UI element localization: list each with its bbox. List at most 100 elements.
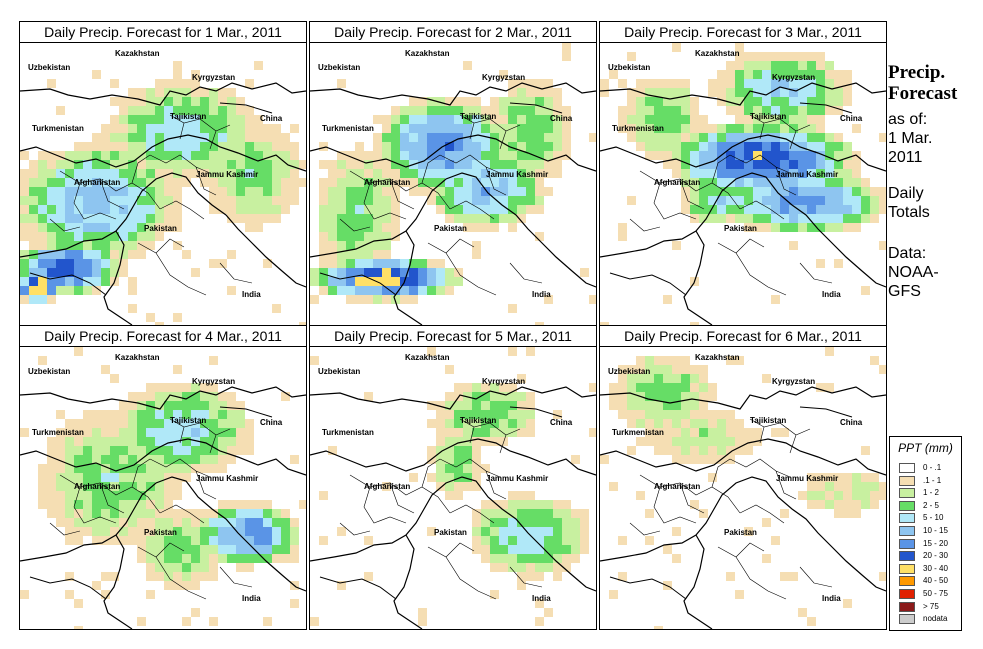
precip-cell — [146, 106, 155, 115]
precip-cell — [526, 401, 535, 410]
precip-cell — [200, 572, 209, 581]
precip-cell — [119, 259, 128, 268]
precip-cell — [128, 464, 137, 473]
precip-cell — [663, 392, 672, 401]
precip-cell — [182, 581, 191, 590]
precip-cell — [535, 196, 544, 205]
precip-cell — [391, 106, 400, 115]
precip-cell — [562, 142, 571, 151]
precip-cell — [29, 205, 38, 214]
precip-cell — [209, 169, 218, 178]
precip-cell — [807, 124, 816, 133]
admin-borders — [339, 114, 543, 296]
precip-cell — [364, 178, 373, 187]
precip-cell — [762, 52, 771, 61]
precip-cell — [101, 196, 110, 205]
precip-cell — [182, 419, 191, 428]
precip-cell — [290, 196, 299, 205]
precip-cell — [74, 482, 83, 491]
precip-cell — [164, 509, 173, 518]
precip-cell — [490, 115, 499, 124]
precip-cell — [218, 500, 227, 509]
precip-cell — [454, 401, 463, 410]
precip-cell — [735, 178, 744, 187]
precip-cell — [173, 482, 182, 491]
precip-cell — [355, 151, 364, 160]
precip-cell — [762, 178, 771, 187]
precip-cell — [481, 142, 490, 151]
precip-cell — [83, 169, 92, 178]
precip-cell — [227, 446, 236, 455]
precip-cell — [816, 133, 825, 142]
precip-cell — [254, 205, 263, 214]
precip-cell — [137, 473, 146, 482]
precip-cell — [472, 223, 481, 232]
precip-cell — [717, 169, 726, 178]
precip-cell — [364, 277, 373, 286]
precip-cell — [155, 527, 164, 536]
precip-cell — [74, 277, 83, 286]
precip-cell — [364, 187, 373, 196]
precip-cell — [373, 214, 382, 223]
precip-cell — [427, 178, 436, 187]
precip-cell — [119, 205, 128, 214]
precip-cell — [173, 563, 182, 572]
precip-cell — [92, 500, 101, 509]
precip-cell — [101, 482, 110, 491]
precip-cell — [254, 554, 263, 563]
precip-cell — [699, 392, 708, 401]
precip-map: Kazakhstan Uzbekistan Kyrgyzstan Tajikis… — [600, 43, 886, 325]
precip-cell — [663, 106, 672, 115]
precip-cell — [65, 187, 74, 196]
precip-cell — [852, 491, 861, 500]
country-borders — [20, 386, 306, 629]
precip-cell — [852, 214, 861, 223]
precip-cell — [681, 205, 690, 214]
precip-cell — [526, 88, 535, 97]
precip-cell — [879, 205, 886, 214]
precip-cell — [544, 518, 553, 527]
precip-cell — [418, 115, 427, 124]
precip-cell — [182, 133, 191, 142]
precip-cell — [382, 214, 391, 223]
precip-cell — [771, 151, 780, 160]
precip-cell — [20, 590, 29, 599]
precip-cell — [146, 88, 155, 97]
country-borders — [600, 386, 886, 629]
precip-cell — [92, 428, 101, 437]
precip-cell — [699, 419, 708, 428]
precip-cell — [92, 410, 101, 419]
precip-cell — [526, 133, 535, 142]
precip-cell — [481, 437, 490, 446]
precip-cell — [391, 160, 400, 169]
precip-cell — [490, 106, 499, 115]
precip-cell — [209, 160, 218, 169]
precip-cell — [517, 160, 526, 169]
precip-cell — [254, 196, 263, 205]
precip-cell — [65, 536, 74, 545]
precip-cell — [472, 536, 481, 545]
precip-cell — [56, 196, 65, 205]
precip-cell — [245, 563, 254, 572]
precip-cell — [445, 169, 454, 178]
precip-cell — [861, 187, 870, 196]
precip-cell — [526, 491, 535, 500]
precip-cell — [191, 115, 200, 124]
precip-cell — [481, 205, 490, 214]
precip-cell — [236, 419, 245, 428]
precip-cell — [834, 259, 843, 268]
precip-cell — [29, 196, 38, 205]
label-uzbekistan: Uzbekistan — [318, 367, 360, 376]
label-india: India — [822, 290, 841, 299]
label-pakistan: Pakistan — [434, 528, 467, 537]
precip-cell — [290, 554, 299, 563]
precip-cell — [319, 241, 328, 250]
precip-cell — [481, 187, 490, 196]
precip-cell — [418, 617, 427, 626]
precip-cell — [74, 151, 83, 160]
precip-cell — [263, 518, 272, 527]
precip-cell — [535, 142, 544, 151]
precip-cell — [690, 446, 699, 455]
precip-cell — [418, 608, 427, 617]
precip-cell — [672, 554, 681, 563]
